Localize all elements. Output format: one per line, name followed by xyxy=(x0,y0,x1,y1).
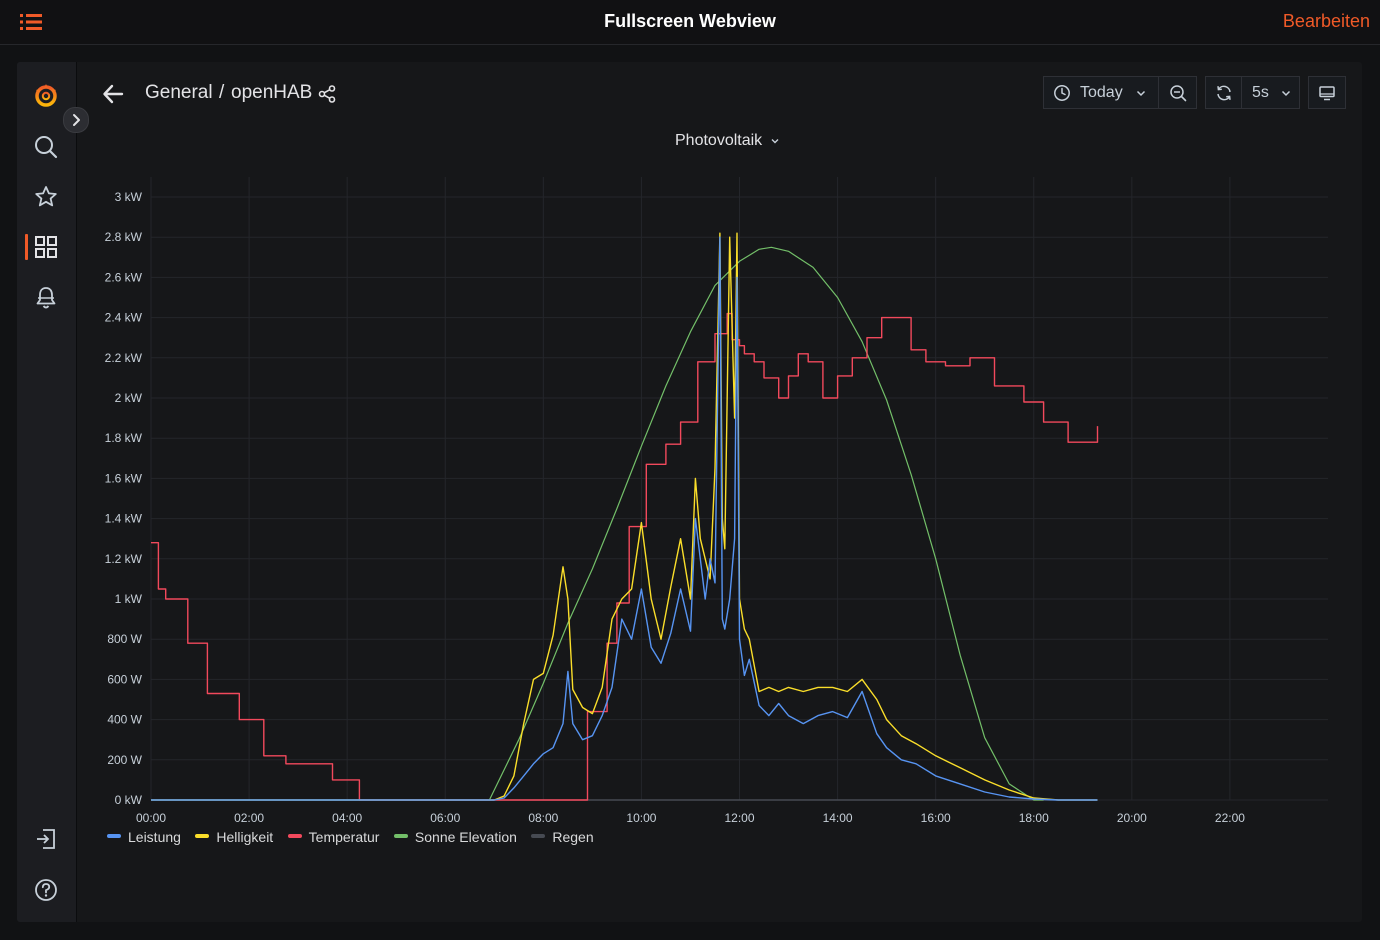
series-line-temperatur[interactable] xyxy=(151,312,1099,801)
dashboards-grid-icon[interactable] xyxy=(33,234,59,260)
x-tick-label: 22:00 xyxy=(1215,811,1245,825)
x-tick-label: 00:00 xyxy=(136,811,166,825)
webview-frame: General / openHAB Today 5s Photovoltaik xyxy=(17,62,1362,922)
y-tick-label: 2.6 kW xyxy=(105,270,143,284)
variable-picker[interactable]: Photovoltaik xyxy=(675,132,781,150)
x-tick-label: 16:00 xyxy=(921,811,951,825)
y-tick-label: 2.2 kW xyxy=(105,351,143,365)
x-tick-label: 02:00 xyxy=(234,811,264,825)
chevron-down-icon xyxy=(771,139,779,144)
y-tick-label: 1.4 kW xyxy=(105,512,143,526)
star-icon[interactable] xyxy=(33,184,59,210)
refresh-button[interactable] xyxy=(1205,76,1242,109)
legend-item-regen[interactable]: Regen xyxy=(531,829,594,845)
top-bar: Fullscreen Webview Bearbeiten xyxy=(0,0,1380,45)
zoom-out-icon xyxy=(1170,85,1187,102)
share-icon[interactable] xyxy=(317,84,337,104)
bell-icon[interactable] xyxy=(33,285,59,311)
y-tick-label: 0 kW xyxy=(115,793,143,807)
chart-legend: Leistung Helligkeit Temperatur Sonne Ele… xyxy=(107,829,604,849)
x-tick-label: 14:00 xyxy=(823,811,853,825)
help-icon[interactable] xyxy=(33,877,59,903)
legend-swatch xyxy=(107,834,121,839)
side-menu xyxy=(17,62,77,922)
chevron-down-icon xyxy=(1281,90,1291,97)
y-tick-label: 200 W xyxy=(107,753,142,767)
refresh-interval-picker[interactable]: 5s xyxy=(1241,76,1300,109)
grafana-logo-icon[interactable] xyxy=(33,82,59,108)
chart-panel: 0 kW 200 W 400 W 600 W 800 W 1 kW 1.2 kW 1.4 kW… xyxy=(77,162,1357,832)
edit-button[interactable]: Bearbeiten xyxy=(1282,11,1370,31)
tv-mode-button[interactable] xyxy=(1308,76,1346,109)
chevron-right-icon xyxy=(73,114,80,126)
y-tick-label: 1.8 kW xyxy=(105,431,143,445)
legend-swatch xyxy=(531,834,546,839)
x-tick-label: 18:00 xyxy=(1019,811,1049,825)
legend-swatch xyxy=(287,834,302,839)
legend-item-leistung[interactable]: Leistung xyxy=(107,829,181,845)
legend-swatch xyxy=(195,834,210,839)
legend-label: Leistung xyxy=(128,829,181,845)
x-tick-label: 06:00 xyxy=(430,811,460,825)
legend-item-sonne-elevation[interactable]: Sonne Elevation xyxy=(393,829,517,845)
y-tick-label: 600 W xyxy=(107,672,142,686)
y-tick-label: 2.8 kW xyxy=(105,230,143,244)
x-tick-label: 04:00 xyxy=(332,811,362,825)
hamburger-menu-icon[interactable] xyxy=(18,11,44,33)
legend-label: Temperatur xyxy=(308,829,380,845)
legend-label: Regen xyxy=(552,829,594,845)
back-arrow-icon[interactable] xyxy=(101,82,125,106)
app-title: Fullscreen Webview xyxy=(604,11,776,31)
y-tick-label: 1.2 kW xyxy=(105,552,143,566)
active-indicator xyxy=(25,234,28,260)
series-line-leistung[interactable] xyxy=(151,236,1098,801)
breadcrumb-dashboard[interactable]: openHAB xyxy=(231,82,313,103)
monitor-icon xyxy=(1319,86,1335,101)
y-tick-label: 1.6 kW xyxy=(105,471,143,485)
x-tick-label: 12:00 xyxy=(724,811,754,825)
expand-menu-button[interactable] xyxy=(63,107,89,133)
legend-swatch xyxy=(393,834,408,839)
sign-in-icon[interactable] xyxy=(33,826,59,852)
chevron-down-icon xyxy=(1136,90,1146,97)
y-tick-label: 1 kW xyxy=(115,592,143,606)
refresh-icon xyxy=(1217,85,1231,101)
y-tick-label: 400 W xyxy=(107,713,142,727)
refresh-interval-label: 5s xyxy=(1252,84,1269,101)
y-tick-label: 2 kW xyxy=(115,391,143,405)
series-line-helligkeit[interactable] xyxy=(151,232,1098,801)
y-tick-label: 2.4 kW xyxy=(105,311,143,325)
x-tick-label: 08:00 xyxy=(528,811,558,825)
legend-label: Sonne Elevation xyxy=(414,829,517,845)
search-icon[interactable] xyxy=(33,134,59,160)
y-tick-label: 800 W xyxy=(107,632,142,646)
y-tick-label: 3 kW xyxy=(115,190,143,204)
timeseries-chart[interactable]: 0 kW 200 W 400 W 600 W 800 W 1 kW 1.2 kW 1.4 kW… xyxy=(77,162,1357,827)
dashboard-navbar: General / openHAB Today 5s xyxy=(77,62,1362,124)
variable-label: Photovoltaik xyxy=(675,132,763,149)
time-range-label: Today xyxy=(1080,84,1123,101)
legend-item-helligkeit[interactable]: Helligkeit xyxy=(195,829,273,845)
clock-icon xyxy=(1054,85,1070,101)
x-tick-label: 10:00 xyxy=(626,811,656,825)
x-tick-label: 20:00 xyxy=(1117,811,1147,825)
breadcrumb-separator: / xyxy=(219,82,225,103)
time-range-picker[interactable]: Today xyxy=(1043,76,1159,109)
series-line-sonne-elevation[interactable] xyxy=(151,246,1044,801)
breadcrumb-folder[interactable]: General xyxy=(145,82,213,103)
zoom-out-button[interactable] xyxy=(1158,76,1197,109)
legend-item-temperatur[interactable]: Temperatur xyxy=(287,829,380,845)
legend-label: Helligkeit xyxy=(216,829,274,845)
